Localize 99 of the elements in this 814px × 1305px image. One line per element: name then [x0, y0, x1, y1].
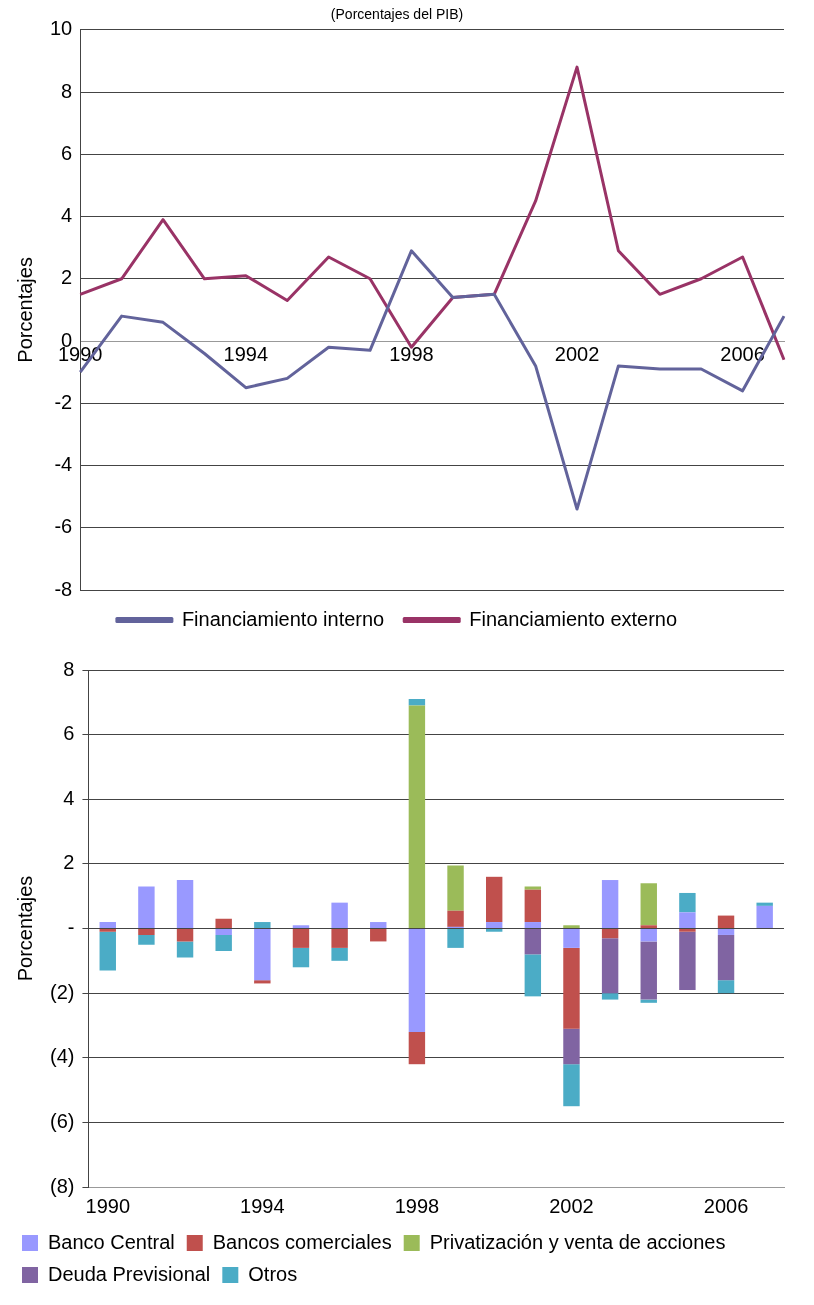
- legend-label: Financiamiento externo: [469, 607, 678, 630]
- legend-label: Banco Central: [48, 1230, 175, 1253]
- x-tick-label: 1994: [223, 342, 269, 365]
- y-tick-label: 2: [61, 266, 73, 289]
- bar: [292, 929, 310, 948]
- y-tick-label: 6: [61, 141, 73, 164]
- bar: [563, 925, 580, 928]
- bar: [524, 929, 542, 955]
- bar: [717, 929, 735, 935]
- bar: [370, 929, 387, 942]
- x-tick-label: 2006: [720, 342, 765, 365]
- y-tick-label: 4: [61, 204, 73, 227]
- bar: [563, 929, 580, 948]
- legend-label: Privatización y venta de acciones: [429, 1230, 726, 1253]
- y-tick-label: -8: [54, 577, 73, 600]
- bar: [370, 922, 387, 928]
- bar: [447, 929, 464, 948]
- bar: [679, 892, 696, 913]
- y-axis-title: Porcentajes: [13, 257, 36, 363]
- y-tick-label: (4): [49, 1045, 75, 1068]
- x-tick-label: 2006: [703, 1194, 749, 1217]
- bar: [717, 915, 735, 928]
- bar: [408, 1031, 426, 1065]
- y-tick-label: 4: [63, 786, 75, 809]
- bar: [601, 993, 619, 1000]
- bar: [717, 980, 735, 994]
- bar: [679, 931, 696, 990]
- bar: [292, 947, 310, 968]
- bar: [640, 925, 657, 928]
- bar: [640, 929, 657, 942]
- y-tick-label: (8): [49, 1174, 75, 1197]
- bar: [563, 947, 580, 1029]
- y-tick-label: -6: [54, 515, 73, 538]
- y-tick-label: (6): [49, 1109, 75, 1132]
- bar: [215, 934, 232, 952]
- x-tick-label: 2002: [554, 342, 600, 365]
- y-tick-label: -2: [54, 390, 73, 413]
- bar: [254, 980, 271, 984]
- bar: [756, 902, 773, 906]
- bar: [99, 931, 116, 971]
- bar: [254, 929, 271, 981]
- bar: [524, 889, 542, 923]
- bar: [717, 934, 735, 981]
- bar: [408, 699, 426, 706]
- bar: [138, 886, 155, 928]
- x-tick-label: 1990: [85, 1194, 131, 1217]
- y-tick-label: 8: [63, 657, 75, 680]
- x-tick-label: 1998: [394, 1194, 440, 1217]
- bar: [563, 1064, 580, 1107]
- legend-label: Otros: [248, 1262, 298, 1285]
- bar: [254, 922, 271, 928]
- bar: [601, 929, 619, 939]
- bar: [331, 929, 348, 948]
- bar: [485, 922, 503, 928]
- bar: [176, 929, 194, 942]
- x-tick-label: 1998: [389, 342, 434, 365]
- bar: [485, 929, 503, 932]
- bar: [331, 947, 348, 961]
- y-axis-title: Porcentajes: [13, 875, 36, 982]
- bar: [640, 999, 657, 1003]
- x-tick-label: 1994: [240, 1194, 285, 1217]
- y-tick-label: (2): [49, 980, 75, 1003]
- bar: [447, 865, 464, 911]
- legend-label: Bancos comerciales: [212, 1230, 392, 1253]
- y-tick-label: 2: [63, 851, 75, 874]
- bar: [601, 938, 619, 994]
- bar: [99, 929, 116, 932]
- bar: [331, 902, 348, 928]
- bar: [524, 954, 542, 997]
- bar: [601, 880, 619, 928]
- legend-label: Financiamiento interno: [181, 607, 385, 630]
- bar: [176, 880, 194, 928]
- bar: [138, 929, 155, 935]
- y-tick-label: 10: [50, 17, 73, 40]
- bar: [138, 934, 155, 945]
- bar: [215, 929, 232, 935]
- bar: [176, 941, 194, 958]
- y-tick-label: -4: [54, 453, 73, 476]
- bar: [99, 922, 116, 928]
- bar: [679, 912, 696, 928]
- bar: [408, 705, 426, 928]
- chart-title: (Porcentajes del PIB): [330, 6, 464, 23]
- bar: [524, 922, 542, 928]
- bar: [215, 918, 232, 928]
- bar: [408, 929, 426, 1032]
- bar: [524, 886, 542, 890]
- bar: [485, 876, 503, 923]
- bar: [292, 925, 310, 928]
- y-tick-label: 6: [63, 722, 75, 745]
- bar: [640, 883, 657, 926]
- bar: [447, 910, 464, 927]
- x-tick-label: 2002: [549, 1194, 594, 1217]
- legend-label: Deuda Previsional: [48, 1262, 211, 1285]
- bar: [679, 929, 696, 932]
- bar: [640, 941, 657, 1000]
- bar: [563, 1028, 580, 1065]
- bar: [756, 905, 773, 928]
- y-tick-label: 8: [61, 79, 73, 102]
- y-tick-label: -: [67, 916, 75, 939]
